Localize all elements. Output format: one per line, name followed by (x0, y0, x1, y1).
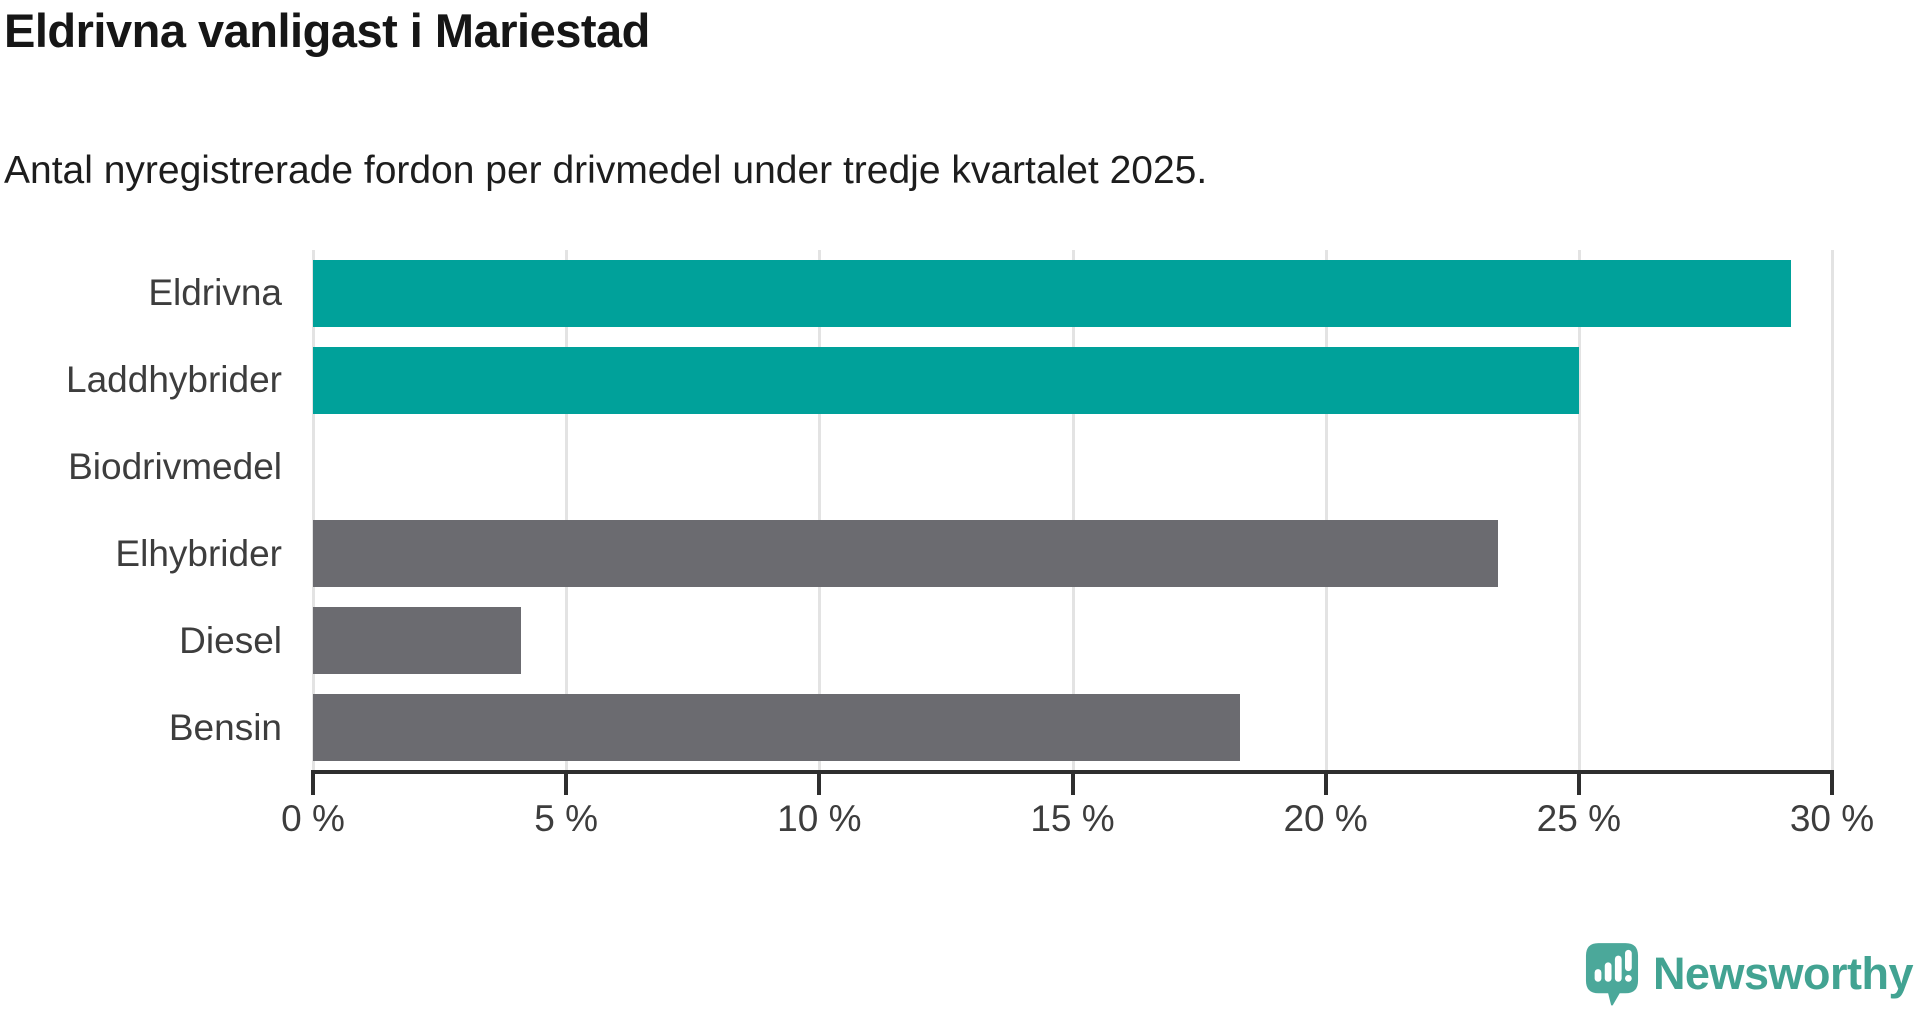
category-label: Biodrivmedel (68, 446, 282, 488)
newsworthy-logo-text: Newsworthy (1652, 948, 1914, 999)
bar-row: Elhybrider (115, 520, 1832, 588)
bar-row: Laddhybrider (66, 346, 1832, 414)
x-tick-mark (1070, 774, 1075, 795)
x-tick-label: 15 % (1030, 798, 1115, 839)
gridline (1577, 250, 1581, 771)
bar-row: Diesel (179, 607, 1832, 675)
category-label: Laddhybrider (66, 359, 282, 401)
plot-area: Eldrivna Laddhybrider Biodrivmedel Elhybrid… (66, 250, 1834, 771)
category-label: Diesel (179, 619, 282, 661)
chart-title: Eldrivna vanligast i Mariestad (4, 4, 650, 57)
newsworthy-logo-icon (1585, 943, 1638, 1006)
gridline (312, 250, 315, 771)
x-tick-mark (311, 774, 315, 795)
category-label: Elhybrider (115, 532, 282, 574)
x-tick-mark (564, 774, 569, 795)
newsworthy-logo: Newsworthy (1585, 942, 1914, 1006)
bar (313, 520, 1498, 588)
x-tick-label: 20 % (1283, 798, 1368, 839)
gridline (565, 250, 569, 771)
gridline (1071, 250, 1075, 771)
x-tick-mark (1576, 774, 1581, 795)
gridline (1831, 250, 1834, 771)
category-label: Eldrivna (148, 272, 282, 314)
x-axis-line (311, 770, 1834, 774)
bar (313, 346, 1579, 414)
bar (313, 694, 1240, 762)
bar-row: Bensin (169, 694, 1832, 762)
x-tick-label: 25 % (1536, 798, 1621, 839)
x-tick-mark (1830, 774, 1834, 795)
gridline (818, 250, 822, 771)
x-tick-label: 0 % (281, 798, 345, 839)
bar-row: Biodrivmedel (68, 434, 1832, 501)
x-tick-mark (817, 774, 822, 795)
bar (313, 259, 1792, 327)
category-label: Bensin (168, 706, 282, 748)
bar-row: Eldrivna (148, 259, 1832, 327)
bar (313, 607, 521, 675)
x-tick-label: 10 % (777, 798, 862, 839)
x-axis: 0 % 5 % 10 % 15 % 20 % 25 % 30 % (281, 770, 1874, 840)
gridline (1324, 250, 1328, 771)
chart-subtitle: Antal nyregistrerade fordon per drivmede… (4, 149, 1208, 192)
x-tick-label: 30 % (1789, 798, 1875, 839)
x-tick-mark (1323, 774, 1328, 795)
x-tick-label: 5 % (534, 798, 599, 839)
